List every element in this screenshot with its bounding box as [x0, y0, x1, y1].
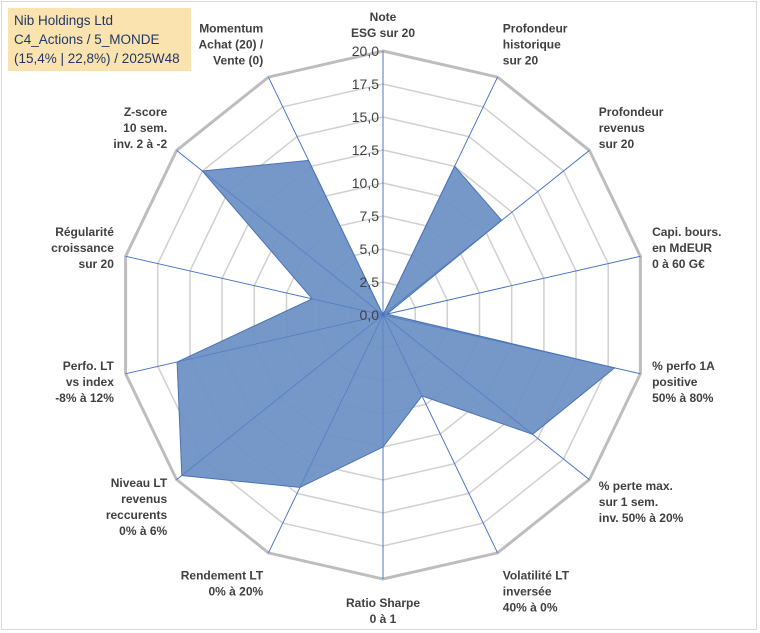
axis-label-line: historique: [503, 37, 561, 51]
axis-label-line: positive: [652, 375, 698, 389]
axis-label: Perfo. LT vs index -8% à 12%: [55, 359, 114, 405]
axis-label: % perte max. sur 1 sem. inv. 50% à 20%: [599, 479, 684, 525]
radial-tick-label: 15,0: [352, 109, 379, 125]
axis-label-line: 50% à 80%: [652, 391, 714, 405]
axis-spoke-overlay: [125, 255, 384, 316]
axis-label: Régularité croissance sur 20: [51, 225, 114, 271]
axis-label: Volatilité LT inversée 40% à 0%: [503, 569, 570, 615]
axis-spoke-overlay: [382, 77, 498, 316]
axis-label-line: reccurents: [106, 508, 168, 522]
axis-label: Momentum Achat (20) / Vente (0): [199, 21, 264, 67]
axis-label: Ratio Sharpe 0 à 1: [346, 596, 420, 626]
axis-spoke-overlay: [268, 314, 384, 553]
radial-tick-label: 20,0: [352, 43, 379, 59]
axis-label: Z-score 10 sem. inv. 2 à -2: [113, 105, 167, 151]
radial-tick-label: 10,0: [352, 175, 379, 191]
axis-label-line: Volatilité LT: [503, 569, 570, 583]
axis-label-line: ESG sur 20: [351, 26, 415, 40]
axis-label-line: sur 20: [599, 137, 635, 151]
axis-label-line: 0 à 1: [370, 612, 397, 626]
title-company: Nib Holdings Ltd: [14, 13, 114, 28]
axis-spoke-overlay: [382, 314, 641, 375]
axis-label-line: 40% à 0%: [503, 601, 558, 615]
axis-label-line: Achat (20) /: [199, 37, 264, 51]
axis-label: Profondeur historique sur 20: [503, 21, 568, 67]
axis-label-line: revenus: [121, 492, 167, 506]
axis-label-line: 0 à 60 G€: [652, 257, 705, 271]
radial-tick-label: 0,0: [360, 307, 380, 323]
radial-tick-label: 2,5: [360, 274, 380, 290]
axis-label-line: vs index: [66, 375, 114, 389]
axis-label-line: Vente (0): [213, 53, 263, 67]
axis-label: % perfo 1A positive 50% à 80%: [652, 359, 715, 405]
radial-tick-label: 17,5: [352, 76, 379, 92]
axis-spoke-overlay: [176, 150, 384, 316]
axis-label: Profondeur revenus sur 20: [599, 105, 664, 151]
axis-label-line: croissance: [51, 241, 114, 255]
axis-spoke-overlay: [382, 314, 498, 553]
axis-label-line: inversée: [503, 585, 552, 599]
axis-spoke-overlay: [176, 314, 384, 480]
axis-label-line: inv. 50% à 20%: [599, 511, 684, 525]
axis-label-line: en MdEUR: [652, 241, 712, 255]
axis-label-line: Capi. bours.: [652, 225, 721, 239]
radial-tick-label: 5,0: [360, 241, 380, 257]
axis-label-line: 10 sem.: [123, 121, 167, 135]
axis-label-line: Z-score: [124, 105, 168, 119]
axis-label-line: Perfo. LT: [63, 359, 115, 373]
axis-spoke-overlay: [382, 255, 641, 316]
axis-label-line: Momentum: [199, 21, 263, 35]
radial-tick-label: 12,5: [352, 142, 379, 158]
axis-label-line: 0% à 6%: [119, 524, 167, 538]
axis-label-line: Note: [370, 10, 397, 24]
axis-label-line: Niveau LT: [111, 476, 168, 490]
axis-label-line: 0% à 20%: [208, 585, 263, 599]
axis-spoke-overlay: [268, 77, 384, 316]
axis-label-line: Profondeur: [599, 105, 664, 119]
axis-spoke-overlay: [382, 150, 590, 316]
axis-label-line: Ratio Sharpe: [346, 596, 420, 610]
axis-label-line: % perte max.: [599, 479, 673, 493]
axis-label-line: Rendement LT: [181, 569, 264, 583]
axis-label-line: sur 1 sem.: [599, 495, 658, 509]
axis-spoke-overlay: [125, 314, 384, 375]
axis-label-line: Régularité: [55, 225, 114, 239]
axis-label-line: Profondeur: [503, 21, 568, 35]
axis-label-line: sur 20: [503, 53, 539, 67]
axis-label-line: sur 20: [79, 257, 115, 271]
axis-label: Rendement LT 0% à 20%: [181, 569, 264, 599]
axis-label: Note ESG sur 20: [351, 10, 415, 40]
data-series-area: [176, 159, 616, 488]
axis-label: Niveau LT revenus reccurents 0% à 6%: [106, 476, 168, 538]
axis-label: Capi. bours. en MdEUR 0 à 60 G€: [652, 225, 721, 271]
title-stats: (15,4% | 22,8%) / 2025W48: [14, 51, 180, 66]
axis-label-line: % perfo 1A: [652, 359, 715, 373]
radial-tick-label: 7,5: [360, 208, 380, 224]
axis-label-line: inv. 2 à -2: [113, 137, 167, 151]
axis-label-line: revenus: [599, 121, 645, 135]
title-category: C4_Actions / 5_MONDE: [14, 32, 160, 47]
axis-spoke-overlay: [382, 314, 590, 480]
chart-title-box: Nib Holdings Ltd C4_Actions / 5_MONDE (1…: [8, 8, 191, 71]
axis-label-line: -8% à 12%: [55, 391, 114, 405]
